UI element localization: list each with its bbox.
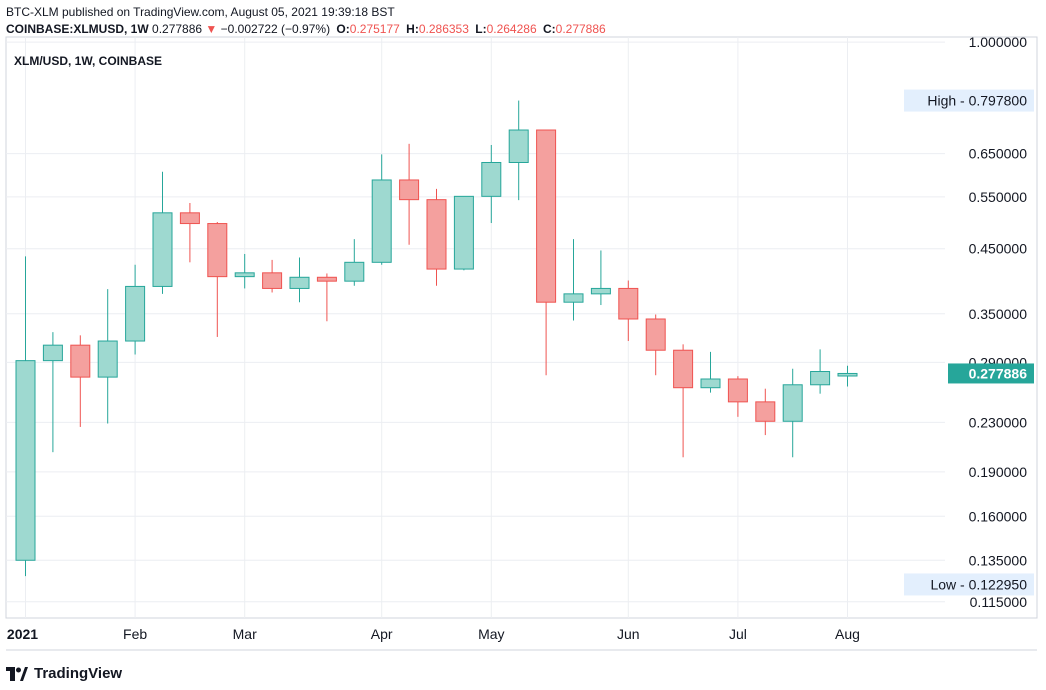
open-label: O:	[336, 22, 350, 36]
low-label: L:	[475, 22, 487, 36]
candle-body	[42, 344, 63, 362]
candle-body	[97, 340, 118, 378]
tradingview-logo-icon	[6, 666, 28, 681]
y-tick-label: 0.230000	[969, 414, 1028, 430]
candle-body	[125, 285, 146, 342]
y-tick-label: 0.450000	[969, 241, 1028, 257]
close-value: 0.277886	[555, 22, 606, 36]
high-label: H:	[406, 22, 419, 36]
candle-body	[426, 199, 447, 270]
down-arrow-icon: ▼	[205, 22, 218, 36]
candle-body	[508, 129, 529, 163]
candle-body	[234, 272, 255, 278]
low-marker-bg	[904, 573, 1034, 596]
candle-body	[453, 195, 474, 270]
x-tick-label: May	[478, 626, 504, 642]
candle-body	[590, 287, 611, 295]
ohlc-legend: COINBASE:XLMUSD, 1W 0.277886 ▼ −0.002722…	[6, 22, 606, 36]
brand-label: TradingView	[34, 665, 123, 682]
y-tick-label: 0.135000	[969, 552, 1028, 568]
candle-body	[344, 261, 365, 282]
y-tick-label: 0.115000	[970, 594, 1028, 610]
high-value: 0.286353	[418, 22, 469, 36]
candle-body	[700, 378, 721, 389]
last-price: 0.277886	[152, 22, 203, 36]
symbol-label: COINBASE:XLMUSD, 1W	[6, 22, 149, 36]
y-tick-label: 0.190000	[969, 464, 1028, 480]
candle-body	[289, 276, 310, 289]
footer-brand[interactable]: TradingView	[6, 665, 122, 682]
candle-body	[15, 360, 36, 561]
x-tick-label: 2021	[7, 626, 38, 642]
candle-body	[673, 349, 694, 389]
y-tick-label: 0.650000	[969, 146, 1028, 162]
low-marker-label: Low - 0.122950	[930, 576, 1027, 592]
chart-frame	[5, 36, 1038, 619]
x-tick-label: Jul	[729, 626, 747, 642]
close-label: C:	[542, 22, 556, 36]
candle-body	[262, 272, 283, 289]
candle-body	[618, 287, 639, 320]
y-tick-label: 0.350000	[969, 306, 1028, 322]
published-text: BTC-XLM published on TradingView.com, Au…	[6, 5, 395, 19]
x-tick-label: Feb	[123, 626, 147, 642]
candle-body	[179, 212, 200, 225]
open-value: 0.275177	[349, 22, 400, 36]
candle-body	[563, 293, 584, 303]
candle-body	[152, 212, 173, 287]
candle-body	[399, 179, 420, 201]
y-tick-label: 0.160000	[969, 508, 1028, 524]
x-tick-label: Apr	[371, 626, 393, 642]
chart-title: XLM/USD, 1W, COINBASE	[14, 54, 162, 68]
candle-body	[755, 401, 776, 422]
y-tick-label: 1.000000	[969, 34, 1028, 50]
high-marker-bg	[904, 89, 1034, 112]
candle-body	[207, 223, 228, 278]
last-price-tag-label: 0.277886	[969, 365, 1028, 381]
price-change: −0.002722 (−0.97%)	[220, 22, 331, 36]
y-tick-label: 0.550000	[969, 189, 1028, 205]
x-tick-label: Aug	[835, 626, 860, 642]
x-tick-label: Jun	[617, 626, 640, 642]
candle-body	[536, 129, 557, 303]
high-marker-label: High - 0.797800	[927, 93, 1027, 109]
candle-body	[316, 276, 337, 282]
candle-body	[782, 384, 803, 422]
candle-body	[481, 161, 502, 197]
candle-body	[837, 372, 858, 377]
x-tick-label: Mar	[233, 626, 257, 642]
last-price-tag	[948, 363, 1034, 384]
candle-body	[70, 344, 91, 378]
candle-body	[645, 318, 666, 351]
candle-body	[371, 179, 392, 263]
candle-body	[727, 378, 748, 403]
published-line: BTC-XLM published on TradingView.com, Au…	[6, 5, 395, 19]
candle-body	[810, 371, 831, 386]
low-value: 0.264286	[486, 22, 537, 36]
